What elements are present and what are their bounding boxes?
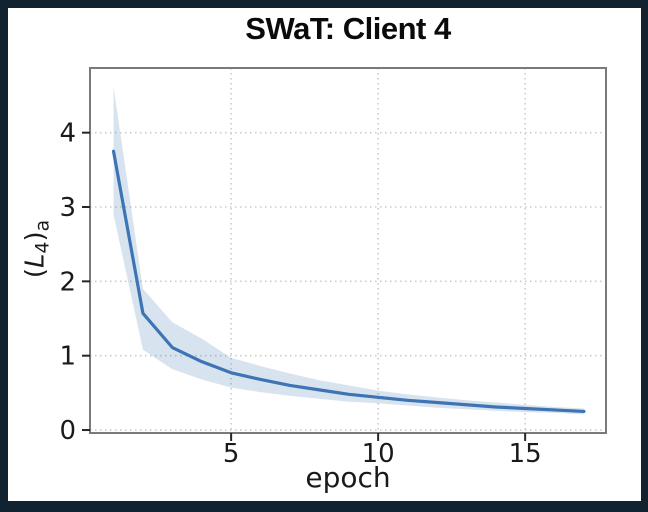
tick-label-y-2: 2 [59,267,76,297]
ylabel-symbol: L [20,253,51,268]
ylabel-open-paren: ( [20,267,51,279]
tick-label-y-0: 0 [59,416,76,446]
tick-label-y-1: 1 [59,342,76,372]
confidence-band [113,86,584,415]
tick-label-x-15: 15 [509,439,542,469]
y-axis-label: (L4)a [20,220,53,278]
x-axis-label: epoch [305,461,391,494]
mean-loss-line [111,149,586,414]
plot-border [89,67,607,434]
tick-label-x-10: 10 [362,439,395,469]
chart-title: SWaT: Client 4 [245,11,451,46]
tick-label-y-4: 4 [59,119,76,149]
ylabel-symbol-subscript: 4 [32,241,54,254]
ylabel-close-paren: ) [20,231,51,242]
ylabel-outer-subscript: a [32,219,54,232]
tick-label-y-3: 3 [59,193,76,223]
tick-label-x-5: 5 [223,439,240,469]
